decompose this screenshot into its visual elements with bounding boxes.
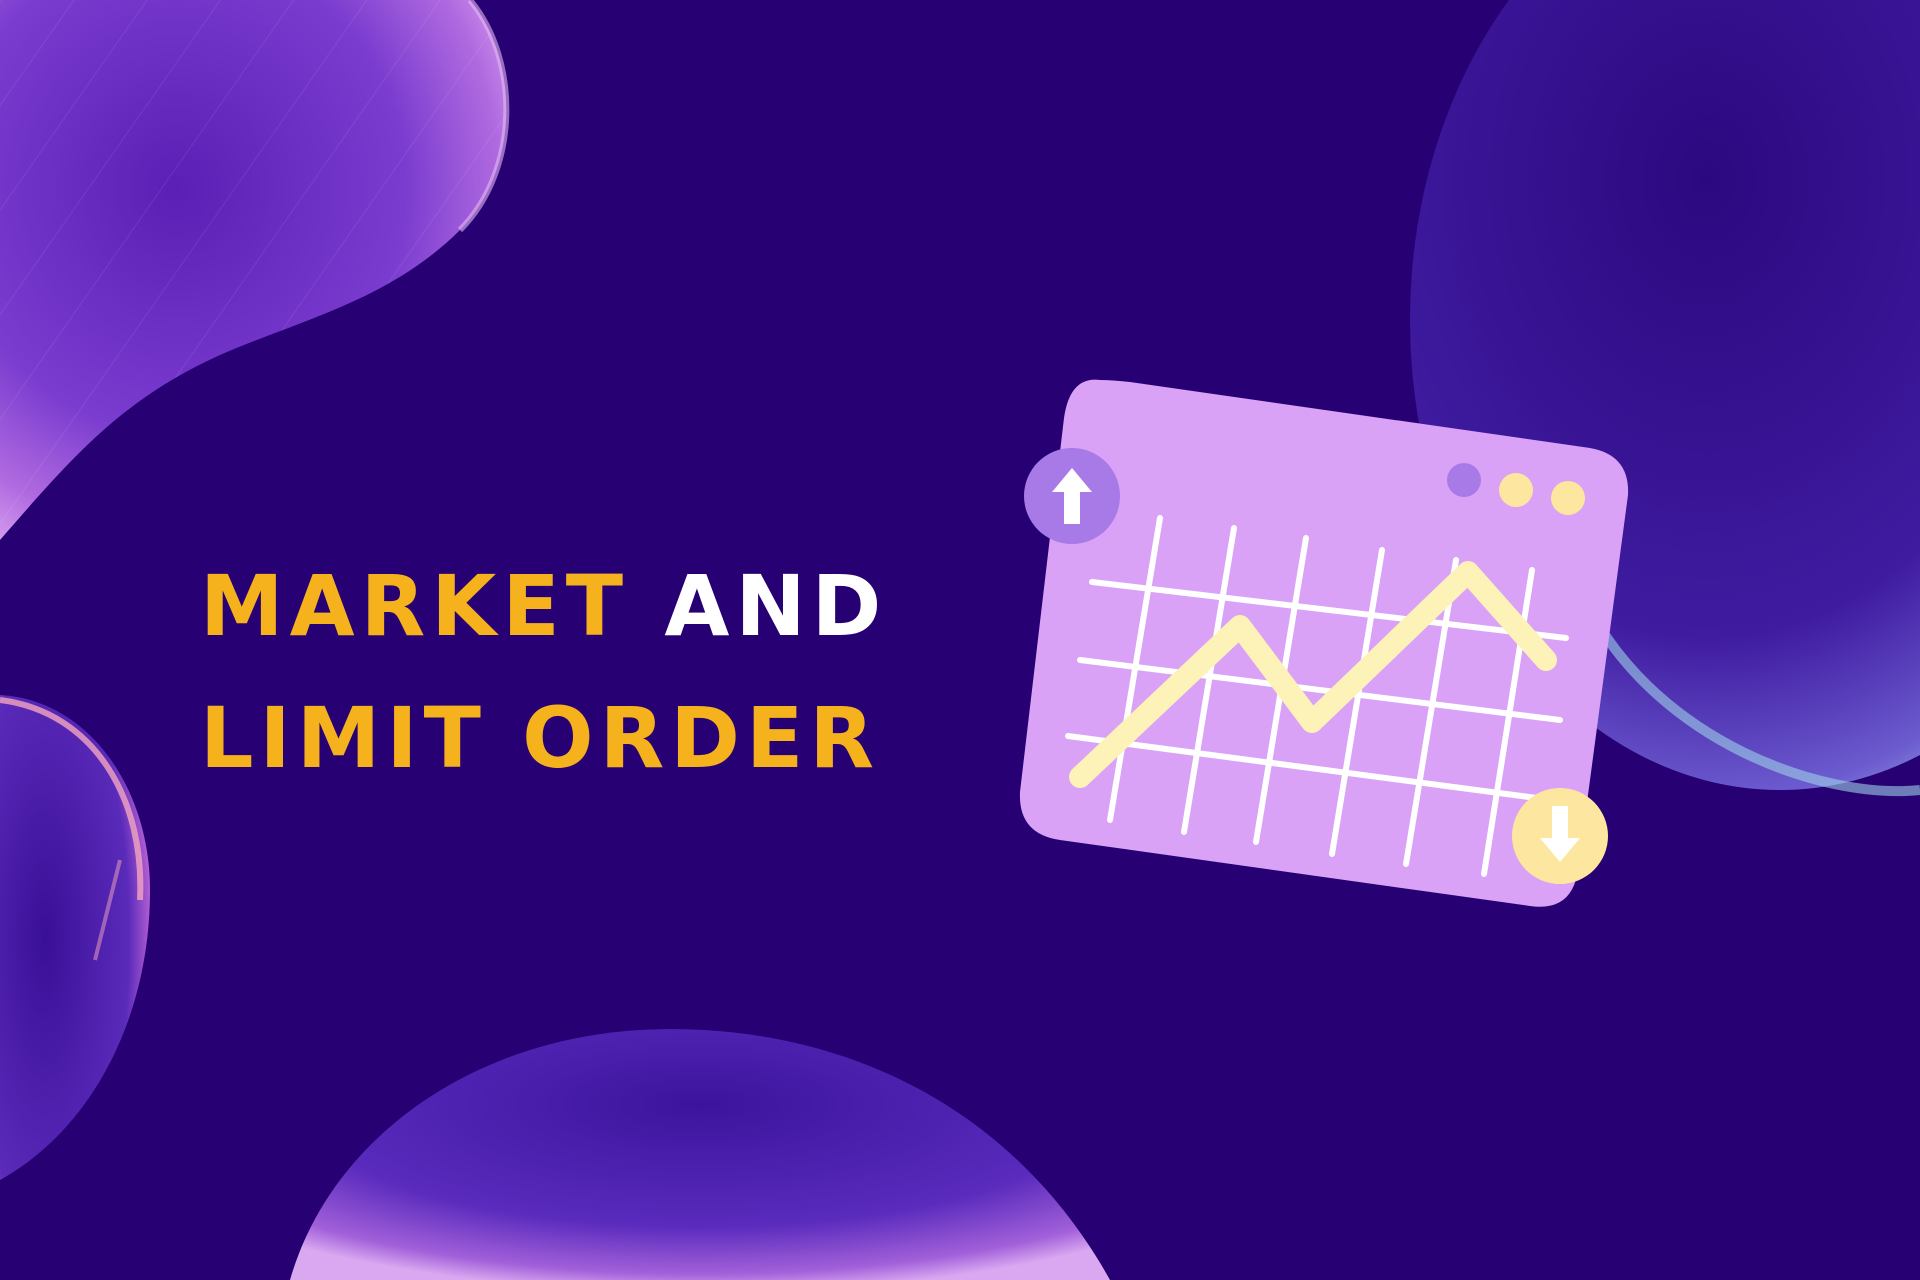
headline-line-1: Market and bbox=[200, 540, 887, 672]
chart-window bbox=[1019, 379, 1629, 907]
chart-illustration bbox=[1019, 379, 1629, 907]
up-arrow-icon bbox=[1024, 448, 1120, 544]
headline-word-and: and bbox=[664, 557, 888, 655]
bubble-left-middle bbox=[0, 695, 150, 1180]
headline-line-2: Limit order bbox=[200, 689, 881, 787]
window-dots-icon bbox=[1447, 463, 1585, 515]
bubble-bottom bbox=[290, 1029, 1110, 1280]
line-chart-icon bbox=[1069, 561, 1557, 788]
headline-word-market: Market bbox=[200, 557, 630, 655]
down-arrow-icon bbox=[1512, 788, 1608, 884]
bubble-top-left bbox=[0, 0, 510, 540]
headline: Market and Limit order bbox=[200, 540, 887, 804]
